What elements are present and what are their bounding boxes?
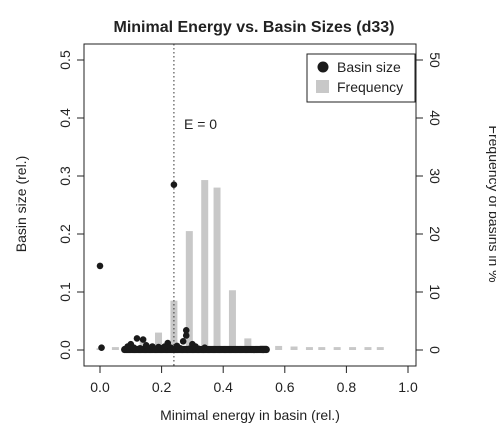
basin-size-point: [124, 343, 132, 350]
basin-size-point: [98, 344, 105, 351]
y-tick-label: 0.3: [57, 166, 73, 186]
frequency-bar: [290, 346, 298, 350]
y-tick-label: 0.5: [57, 50, 73, 70]
basin-size-point: [201, 344, 209, 351]
frequency-bar: [213, 187, 221, 350]
y2-axis-label: Frequency of basins in %: [486, 125, 496, 282]
y2-tick-label: 0: [427, 346, 443, 354]
y-tick-label: 0.0: [57, 340, 73, 360]
basin-size-point: [149, 343, 156, 350]
y-tick-label: 0.2: [57, 224, 73, 244]
basin-size-point: [192, 343, 199, 350]
frequency-bar: [201, 180, 209, 350]
frequency-bar: [333, 347, 341, 350]
basin-size-point: [222, 346, 230, 353]
basin-size-point: [232, 346, 239, 354]
x-tick-label: 0.2: [152, 379, 172, 395]
legend-bar-icon: [316, 80, 329, 93]
basin-size-point: [96, 262, 104, 270]
chart-title: Minimal Energy vs. Basin Sizes (d33): [114, 19, 395, 36]
legend-label-frequency: Frequency: [337, 79, 403, 95]
legend-point-icon: [317, 61, 329, 73]
y2-tick-label: 50: [427, 52, 443, 68]
frequency-bar: [364, 347, 372, 350]
frequency-bars: [96, 180, 384, 350]
basin-size-point: [179, 338, 187, 345]
basin-size-point: [259, 346, 267, 354]
frequency-bar: [111, 347, 119, 350]
frequency-bar: [305, 347, 313, 350]
basin-size-point: [250, 346, 258, 354]
x-axis: 0.0 0.2 0.4 0.6 0.8 1.0: [90, 365, 418, 395]
x-tick-label: 1.0: [398, 379, 418, 395]
legend: Basin size Frequency: [306, 53, 416, 103]
basin-size-point: [173, 342, 181, 350]
y-axis-right: 0 10 20 30 40 50: [416, 52, 443, 354]
frequency-bar: [318, 347, 326, 350]
basin-size-point: [133, 335, 141, 342]
basin-size-point: [130, 344, 138, 351]
legend-label-basin-size: Basin size: [337, 59, 401, 75]
frequency-bar: [244, 338, 252, 350]
zero-energy-label: E = 0: [184, 116, 217, 132]
x-tick-label: 0.0: [90, 379, 110, 395]
x-axis-label: Minimal energy in basin (rel.): [160, 407, 340, 423]
basin-size-point: [241, 346, 249, 354]
basin-size-point: [170, 181, 178, 188]
x-tick-label: 0.6: [275, 379, 295, 395]
y2-tick-label: 20: [427, 226, 443, 242]
frequency-bar: [349, 347, 357, 350]
basin-size-point: [167, 344, 175, 351]
x-tick-label: 0.8: [337, 379, 357, 395]
basin-size-point: [186, 345, 193, 353]
basin-size-point: [155, 343, 162, 351]
frequency-bar: [228, 290, 236, 350]
y2-tick-label: 40: [427, 110, 443, 126]
x-tick-label: 0.4: [213, 379, 233, 395]
basin-size-point: [139, 336, 147, 343]
basin-size-point: [182, 326, 190, 334]
basin-size-point: [142, 342, 150, 349]
basin-size-points: [96, 181, 270, 354]
basin-size-point: [161, 343, 168, 350]
y2-tick-label: 10: [427, 284, 443, 300]
basin-size-point: [136, 344, 144, 352]
y-tick-label: 0.4: [57, 108, 73, 128]
frequency-bar: [275, 345, 283, 350]
frequency-bar: [376, 347, 384, 350]
y-axis-left: 0.0 0.1 0.2 0.3 0.4 0.5: [57, 50, 84, 360]
basin-size-point: [213, 346, 221, 353]
frequency-bar: [185, 231, 193, 350]
y2-tick-label: 30: [427, 168, 443, 184]
frequency-bar: [155, 332, 163, 350]
basin-size-point: [182, 332, 190, 339]
y-axis-label: Basin size (rel.): [13, 156, 29, 252]
y-tick-label: 0.1: [57, 282, 73, 302]
